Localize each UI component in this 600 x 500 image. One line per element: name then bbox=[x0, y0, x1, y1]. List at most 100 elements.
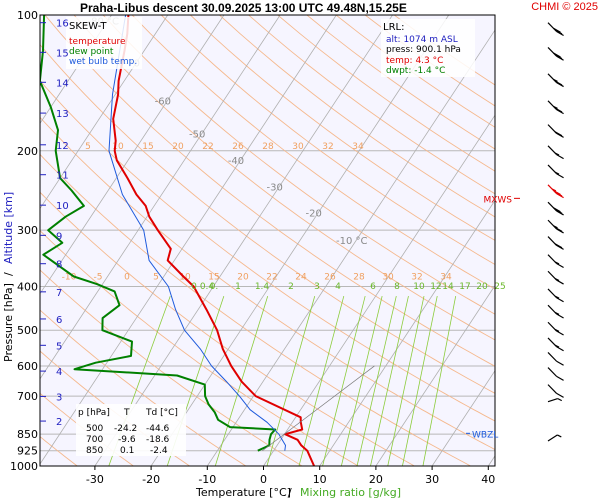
wind-barb-staff bbox=[547, 398, 558, 403]
wind-barb-half-flag bbox=[554, 152, 560, 156]
isotherm-label: -30 bbox=[267, 183, 283, 194]
legend: SKEW-T temperature dew point wet bulb te… bbox=[66, 17, 142, 69]
wind-barb-half-flag bbox=[557, 398, 563, 402]
altitude-tick-label: 15 bbox=[56, 48, 69, 59]
wind-barb-half-flag bbox=[554, 311, 560, 315]
pressure-tick-label: 700 bbox=[17, 390, 38, 403]
wind-barb-flag bbox=[556, 154, 564, 160]
wind-barb bbox=[547, 398, 563, 403]
wind-barb-flag bbox=[556, 173, 564, 179]
dry-adiabat-label: 22 bbox=[266, 273, 277, 283]
isotherm-line bbox=[40, 15, 112, 125]
x-axis-title: Temperature [°C] / Mixing ratio [g/kg] bbox=[195, 486, 401, 499]
altitude-tick-label: 10 bbox=[56, 201, 69, 212]
wind-barb-half-flag bbox=[554, 277, 560, 282]
wind-barb bbox=[547, 321, 564, 336]
isotherm-line bbox=[375, 284, 495, 466]
y-axis-label-separator: / bbox=[2, 272, 15, 276]
x-tick-label: 20 bbox=[369, 473, 383, 486]
dry-adiabat bbox=[219, 15, 495, 218]
pressure-tick-label: 300 bbox=[17, 224, 38, 237]
mixing-ratio-label: 1 bbox=[235, 282, 241, 292]
mixing-ratio-line bbox=[340, 295, 383, 466]
wind-barb-flag bbox=[554, 29, 563, 35]
wind-barb-flag bbox=[553, 207, 561, 213]
dry-adiabat-label: 34 bbox=[352, 142, 364, 152]
isotherm-line bbox=[431, 369, 495, 466]
wind-barb bbox=[547, 236, 564, 250]
mixing-ratio-label: 1.4 bbox=[255, 282, 270, 292]
pressure-tick-label: 925 bbox=[17, 445, 38, 458]
wind-barb-flag bbox=[554, 208, 563, 214]
wind-barb-flag bbox=[556, 330, 564, 336]
dry-adiabat-label: 32 bbox=[411, 273, 422, 283]
plot-clip-group: -80 °C-70-60-50-40-30-20-10 °C5101520222… bbox=[40, 15, 495, 466]
dry-adiabat-label: 28 bbox=[262, 142, 274, 152]
isotherm-line bbox=[319, 199, 495, 466]
table-header-td: Td [°C] bbox=[145, 408, 178, 418]
dry-adiabat-label: 24 bbox=[295, 273, 307, 283]
lrl-altitude: alt: 1074 m ASL bbox=[386, 35, 458, 45]
mixing-ratio-label: 12 bbox=[430, 282, 441, 292]
wind-barb-flag bbox=[553, 52, 561, 58]
isotherm-label: -50 bbox=[189, 130, 205, 141]
legend-heading: SKEW-T bbox=[69, 21, 107, 32]
dry-adiabat-label: 5 bbox=[85, 142, 91, 152]
mixing-ratio-line bbox=[402, 296, 438, 466]
plot-background bbox=[40, 15, 495, 466]
wind-barb-flag bbox=[554, 226, 563, 232]
altitude-tick-label: 11 bbox=[56, 171, 69, 182]
series-wet-bulb-temp bbox=[108, 15, 286, 451]
altitude-tick-label: 16 bbox=[56, 19, 69, 30]
wind-barb-flag bbox=[554, 243, 563, 249]
altitude-tick-label: 2 bbox=[56, 417, 62, 428]
altitude-tick-label: 3 bbox=[56, 392, 62, 403]
parcel-line bbox=[262, 365, 375, 452]
x-tick-label: -10 bbox=[198, 473, 216, 486]
wind-barb-flag bbox=[556, 313, 564, 319]
dry-adiabat bbox=[40, 230, 359, 466]
wind-barb-flag bbox=[556, 360, 564, 366]
wind-barb-flag bbox=[556, 297, 564, 303]
mixing-ratio-line bbox=[356, 295, 397, 466]
dry-adiabat-label: -5 bbox=[94, 273, 103, 283]
lrl-temperature: temp: 4.3 °C bbox=[386, 56, 443, 66]
mixing-ratio-label: 6 bbox=[370, 282, 376, 292]
wind-barb-flag bbox=[554, 107, 563, 113]
copyright-label: CHMI © 2025 bbox=[531, 1, 598, 13]
isotherm-line bbox=[150, 15, 450, 466]
lrl-info: LRL: alt: 1074 m ASL press: 900.1 hPa te… bbox=[381, 19, 475, 77]
series-dew-point bbox=[40, 15, 277, 452]
wind-barb-flag bbox=[556, 132, 564, 138]
mixing-ratio-label: 10 bbox=[413, 282, 425, 292]
dry-adiabat bbox=[40, 153, 471, 466]
dry-adiabat-label: 15 bbox=[208, 273, 219, 283]
wind-barb-half-flag bbox=[554, 295, 560, 299]
chart-title: Praha-Libus descent 30.09.2025 13:00 UTC… bbox=[80, 1, 407, 15]
wind-barb-staff bbox=[547, 367, 558, 377]
pressure-tick-label: 600 bbox=[17, 360, 38, 373]
mixing-ratio-label: 4 bbox=[335, 282, 341, 292]
mixing-ratio-line bbox=[387, 296, 425, 466]
dry-adiabat bbox=[40, 309, 247, 466]
lrl-pressure: press: 900.1 hPa bbox=[386, 45, 461, 55]
wind-barb-half-flag bbox=[551, 188, 557, 192]
table-cell: 700 bbox=[86, 435, 103, 445]
mixing-ratio-label: 14 bbox=[442, 282, 454, 292]
pressure-tick-label: 100 bbox=[17, 9, 38, 22]
legend-wet-bulb: wet bulb temp. bbox=[69, 57, 137, 67]
dry-adiabat-label: 32 bbox=[322, 142, 333, 152]
dry-adiabat-label: 26 bbox=[232, 142, 244, 152]
wind-barb-flag bbox=[556, 82, 564, 88]
wind-barb bbox=[547, 337, 564, 352]
dry-adiabat bbox=[40, 191, 415, 466]
dry-adiabat-label: 22 bbox=[202, 142, 213, 152]
pressure-tick-label: 400 bbox=[17, 281, 38, 294]
altitude-tick-label: 7 bbox=[56, 288, 62, 299]
lrl-heading: LRL: bbox=[383, 22, 404, 33]
plot-frame bbox=[39, 14, 496, 467]
isotherm-line bbox=[40, 15, 337, 465]
mixing-ratio-label: 8 bbox=[394, 282, 400, 292]
dry-adiabat-label: 26 bbox=[324, 273, 336, 283]
pressure-tick-label: 500 bbox=[17, 324, 38, 337]
